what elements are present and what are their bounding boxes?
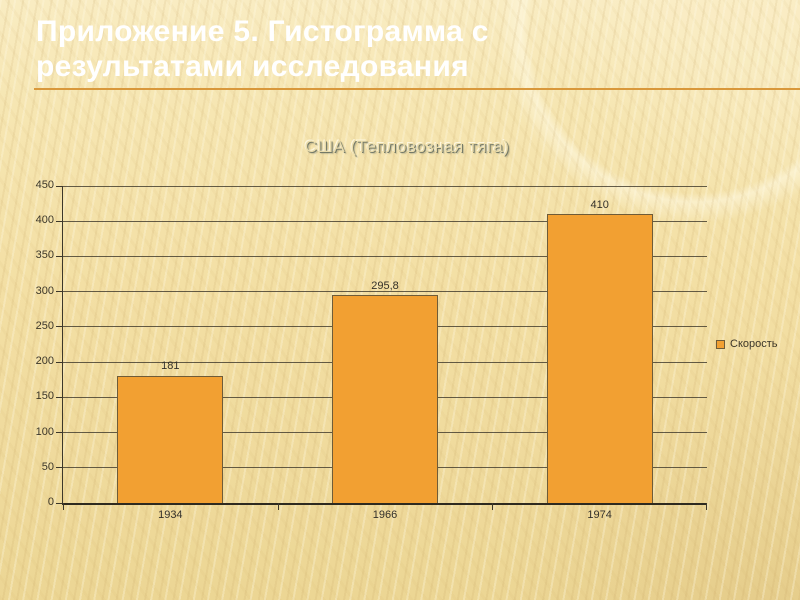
slide-title-line1: Приложение 5. Гистограмма с (36, 15, 489, 48)
x-axis-tick (706, 503, 707, 510)
x-axis-tick (492, 503, 494, 510)
bar-1974 (546, 214, 653, 503)
gridline (63, 291, 707, 293)
chart-legend: Скорость (716, 338, 778, 350)
y-axis-tick-label: 150 (35, 390, 54, 403)
x-axis-tick (277, 503, 279, 510)
x-axis-category-label: 1966 (372, 509, 398, 521)
y-axis-tick-label: 400 (35, 214, 54, 227)
bar-data-label: 295,8 (371, 279, 399, 292)
gridline (63, 185, 707, 187)
gridline (63, 255, 707, 257)
x-axis-tick (63, 503, 64, 510)
bar-data-label: 410 (590, 199, 609, 212)
legend-swatch (716, 339, 725, 349)
y-axis-tick (56, 361, 62, 363)
gridline (63, 220, 707, 222)
y-axis-tick-label: 350 (35, 249, 54, 262)
y-axis-tick-label: 300 (35, 284, 54, 297)
y-axis-tick (56, 432, 62, 434)
y-axis-tick (56, 326, 62, 328)
y-axis-tick-label: 450 (35, 179, 54, 191)
bar-data-label: 181 (161, 360, 180, 373)
y-axis-tick-label: 200 (35, 355, 54, 368)
y-axis-tick-label: 50 (41, 460, 54, 473)
y-axis-tick (56, 291, 62, 293)
x-axis-category-label: 1974 (587, 509, 612, 521)
y-axis-tick (56, 185, 62, 187)
y-axis-tick-label: 0 (47, 496, 54, 508)
title-underline (34, 88, 800, 90)
y-axis-tick (56, 396, 62, 398)
bar-1966 (332, 294, 438, 503)
slide-title-line2: результатами исследования (36, 50, 469, 83)
legend-label: Скорость (730, 338, 778, 350)
y-axis-tick-label: 100 (35, 425, 54, 438)
plot-area: 0 50 100 150 200 250 300 350 400 450 181 1934 295,8 1… (36, 179, 707, 521)
y-axis-tick (56, 467, 62, 469)
y-axis-tick (56, 220, 62, 222)
y-axis-tick-label: 250 (35, 319, 54, 332)
y-axis-tick (56, 502, 62, 504)
bar-1934 (117, 375, 224, 503)
y-axis-tick (56, 255, 62, 257)
chart-title: США (Тепловозная тяга) (304, 137, 510, 156)
slide-title: Приложение 5. Гистограмма с результатами … (36, 14, 489, 84)
x-axis-category-label: 1934 (158, 509, 183, 521)
